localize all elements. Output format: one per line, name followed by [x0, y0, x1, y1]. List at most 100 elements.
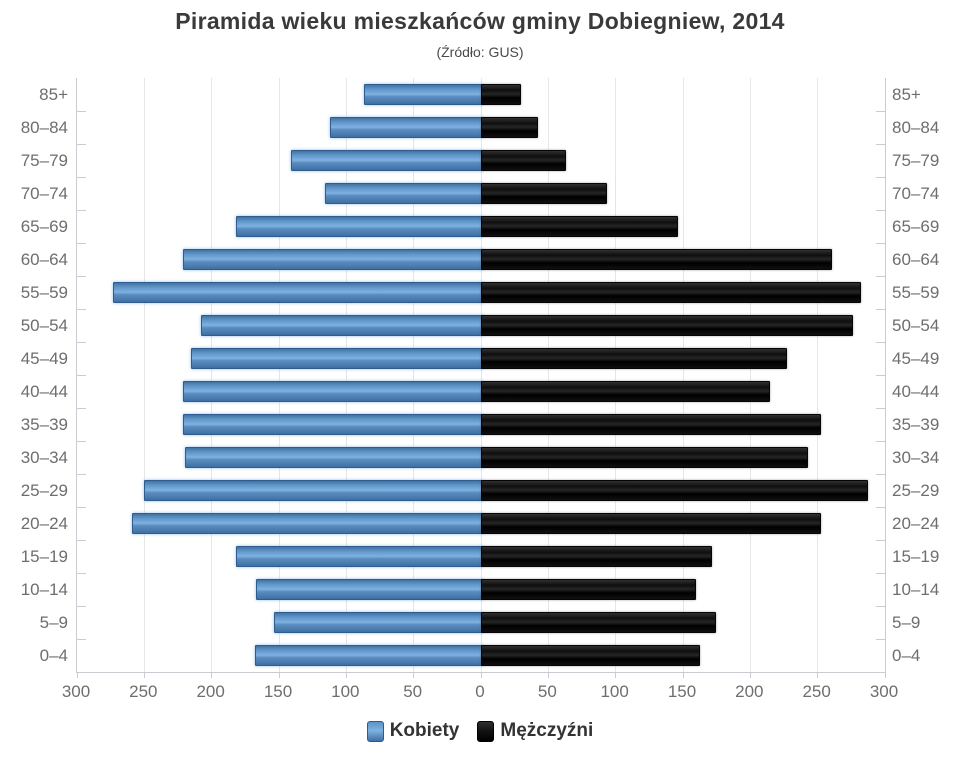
y-axis-label-left: 15–19 [20, 547, 68, 566]
bar-kobiety-10–14 [256, 579, 483, 600]
y-axis-label-right: 75–79 [892, 151, 940, 170]
chart-subtitle: (Źródło: GUS) [436, 44, 524, 60]
bar-kobiety-55–59 [113, 282, 483, 303]
y-axis-tick [876, 573, 885, 574]
x-axis-tick [749, 672, 751, 678]
x-axis-tick-label: 150 [667, 682, 697, 701]
x-axis-tick-label: 300 [869, 682, 899, 701]
bar-kobiety-40–44 [183, 381, 483, 402]
bar-mezczyzni-50–54 [481, 315, 853, 336]
y-axis-tick [876, 441, 885, 442]
x-axis-tick [547, 672, 549, 678]
y-axis-tick [77, 606, 86, 607]
y-axis-label-right: 45–49 [892, 349, 940, 368]
bar-mezczyzni-15–19 [481, 546, 712, 567]
y-axis-tick [876, 243, 885, 244]
y-axis-tick [876, 507, 885, 508]
y-axis-tick [876, 606, 885, 607]
y-axis-label-right: 80–84 [892, 118, 940, 137]
y-axis-tick [876, 639, 885, 640]
y-axis-label-right: 0–4 [892, 646, 921, 665]
bar-kobiety-25–29 [144, 480, 483, 501]
x-axis-tick [682, 672, 684, 678]
x-axis-tick-label: 250 [129, 682, 158, 701]
bar-kobiety-5–9 [274, 612, 483, 633]
y-axis-label-left: 75–79 [20, 151, 68, 170]
bar-kobiety-50–54 [201, 315, 483, 336]
gridline [547, 78, 549, 672]
bar-mezczyzni-10–14 [481, 579, 696, 600]
x-axis-tick-label: 250 [802, 682, 831, 701]
y-axis-label-left: 85+ [39, 85, 68, 104]
y-axis-tick [876, 375, 885, 376]
y-axis-tick [876, 342, 885, 343]
y-axis-label-right: 35–39 [892, 415, 940, 434]
bar-mezczyzni-75–79 [481, 150, 566, 171]
y-axis-label-left: 60–64 [20, 250, 68, 269]
y-axis-tick [876, 540, 885, 541]
y-axis-label-right: 70–74 [892, 184, 940, 203]
x-axis-tick [76, 672, 78, 678]
y-axis-label-right: 50–54 [892, 316, 940, 335]
y-axis-label-left: 20–24 [20, 514, 68, 533]
x-axis-tick-label: 0 [475, 682, 485, 701]
y-axis-label-left: 25–29 [20, 481, 68, 500]
x-axis-tick-label: 200 [196, 682, 225, 701]
y-axis-label-left: 35–39 [20, 415, 68, 434]
y-axis-tick [77, 210, 86, 211]
chart-title: Piramida wieku mieszkańców gminy Dobiegn… [175, 8, 785, 34]
y-axis-label-left: 80–84 [20, 118, 68, 137]
plot-area [76, 78, 886, 678]
legend-label-kobiety: Kobiety [389, 720, 460, 741]
y-axis-tick [77, 474, 86, 475]
y-axis-tick [77, 573, 86, 574]
y-axis-tick [77, 507, 86, 508]
y-axis-tick [876, 210, 885, 211]
x-axis-tick [211, 672, 213, 678]
y-axis-label-right: 25–29 [892, 481, 940, 500]
bar-mezczyzni-80–84 [481, 117, 538, 138]
bar-mezczyzni-85+ [481, 84, 521, 105]
y-axis-label-left: 30–34 [20, 448, 68, 467]
bar-mezczyzni-70–74 [481, 183, 607, 204]
gridline [480, 78, 482, 672]
x-axis-tick-label: 100 [331, 682, 360, 701]
x-axis-tick-label: 150 [263, 682, 293, 701]
x-axis-tick-label: 200 [735, 682, 764, 701]
gridline [345, 78, 347, 672]
gridline [749, 78, 751, 672]
y-axis-tick [77, 639, 86, 640]
bar-mezczyzni-40–44 [481, 381, 770, 402]
y-axis-label-right: 20–24 [892, 514, 940, 533]
y-axis-tick [77, 144, 86, 145]
bar-mezczyzni-65–69 [481, 216, 678, 237]
y-axis-label-right: 55–59 [892, 283, 940, 302]
bar-kobiety-15–19 [236, 546, 483, 567]
bar-kobiety-35–39 [183, 414, 483, 435]
y-axis-tick [77, 540, 86, 541]
bar-mezczyzni-0–4 [481, 645, 700, 666]
y-axis-labels-right: 85+ 80–84 75–79 70–74 65–69 60–64 55–59 50–54 45… [892, 78, 960, 672]
bar-mezczyzni-20–24 [481, 513, 821, 534]
x-axis-tick [143, 672, 145, 678]
y-axis-label-left: 70–74 [20, 184, 68, 203]
legend-item-mezczyzni[interactable]: Mężczyźni [477, 720, 593, 742]
gridline [817, 78, 819, 672]
y-axis-label-left: 55–59 [20, 283, 68, 302]
y-axis-label-left: 65–69 [20, 217, 68, 236]
y-axis-label-right: 40–44 [892, 382, 940, 401]
bar-kobiety-45–49 [191, 348, 483, 369]
legend-item-kobiety[interactable]: Kobiety [366, 720, 460, 742]
bar-kobiety-70–74 [325, 183, 483, 204]
bar-mezczyzni-35–39 [481, 414, 821, 435]
y-axis-tick [77, 309, 86, 310]
x-axis-tick-label: 50 [403, 682, 423, 701]
y-axis-tick [876, 408, 885, 409]
bar-mezczyzni-55–59 [481, 282, 861, 303]
bar-kobiety-80–84 [330, 117, 483, 138]
x-axis-tick [817, 672, 819, 678]
y-axis-tick [77, 342, 86, 343]
y-axis-label-left: 45–49 [20, 349, 68, 368]
x-axis-labels: 300 250 200 150 100 50 0 50 100 150 200 250 300 [0, 682, 960, 708]
